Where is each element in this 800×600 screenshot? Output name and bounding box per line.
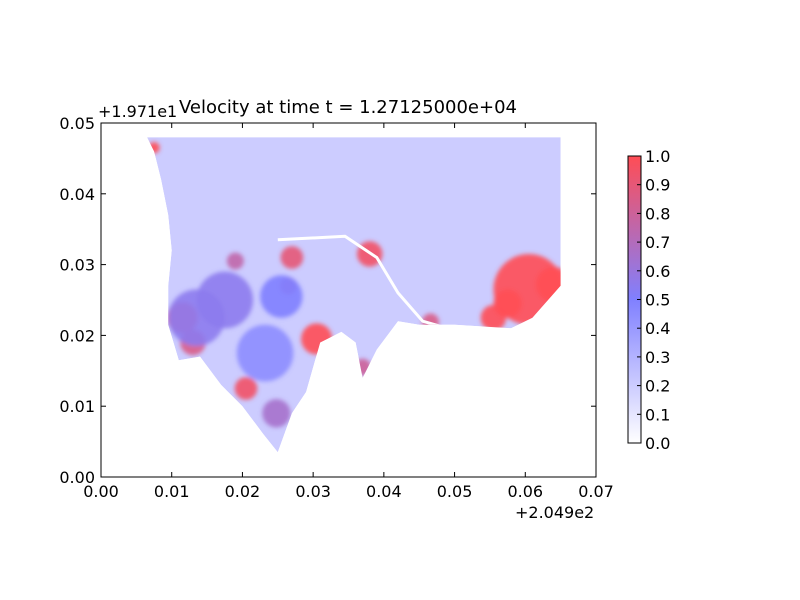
y-tick-label: 0.02 (59, 326, 95, 345)
x-tick-label: 0.07 (578, 482, 614, 501)
x-tick-label: 0.01 (154, 482, 190, 501)
velocity-hotspot (168, 289, 225, 347)
colorbar-tick-label: 0.7 (645, 233, 670, 252)
y-axis-offset-label: +1.971e1 (98, 102, 178, 121)
y-tick-label: 0.04 (59, 185, 95, 204)
velocity-hotspot (354, 358, 372, 376)
velocity-hotspot (226, 252, 244, 270)
velocity-hotspot (148, 142, 160, 154)
velocity-hotspot (280, 246, 304, 269)
x-tick-label: 0.04 (366, 482, 402, 501)
x-axis-offset-label: +2.049e2 (515, 503, 595, 522)
x-tick-label: 0.05 (437, 482, 473, 501)
colorbar-tick-label: 0.3 (645, 348, 670, 367)
colorbar-tick-label: 0.8 (645, 204, 670, 223)
x-tick-label: 0.03 (295, 482, 331, 501)
colorbar-tick-label: 1.0 (645, 147, 670, 166)
velocity-hotspot (260, 275, 303, 318)
y-tick-label: 0.00 (59, 468, 95, 487)
velocity-hotspot (480, 304, 507, 331)
x-tick-label: 0.02 (225, 482, 261, 501)
colorbar-tick-label: 0.5 (645, 291, 670, 310)
y-tick-label: 0.03 (59, 256, 95, 275)
velocity-hotspot (236, 324, 294, 382)
colorbar-tick-label: 0.0 (645, 434, 670, 453)
velocity-field (147, 137, 561, 453)
levee-line (277, 234, 448, 330)
colorbar-tick-label: 0.4 (645, 319, 670, 338)
y-tick-label: 0.05 (59, 114, 95, 133)
x-tick-label: 0.00 (83, 482, 119, 501)
velocity-hotspot (262, 399, 291, 428)
colorbar-tick-label: 0.6 (645, 262, 670, 281)
colorbar-tick-label: 0.9 (645, 176, 670, 195)
velocity-hotspot (535, 266, 561, 303)
axes-frame (100, 122, 597, 478)
velocity-hotspot (301, 323, 333, 355)
velocity-hotspot (234, 377, 258, 400)
chart-title: Velocity at time t = 1.27125000e+04 (179, 97, 517, 118)
x-tick-label: 0.06 (507, 482, 543, 501)
colorbar-tick-label: 0.2 (645, 377, 670, 396)
y-tick-label: 0.01 (59, 397, 95, 416)
colorbar-tick-label: 0.1 (645, 405, 670, 424)
